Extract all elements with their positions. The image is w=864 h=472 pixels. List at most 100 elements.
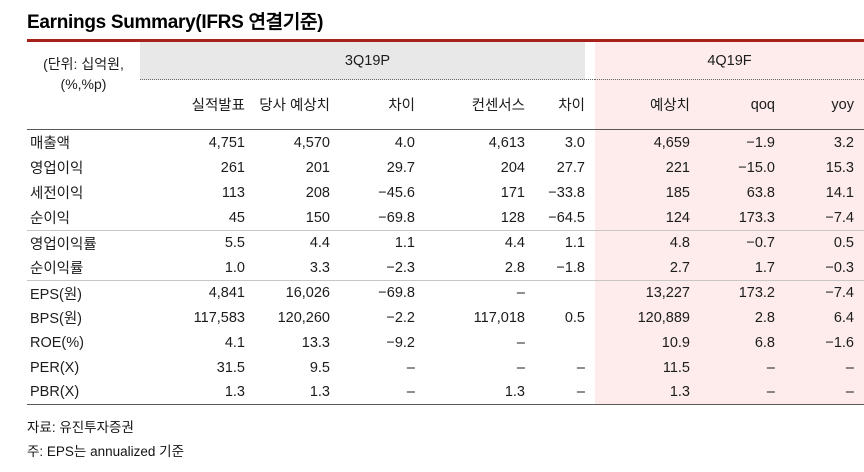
group-header-4q19f: 4Q19F <box>595 42 864 80</box>
col-header-diff1: 차이 <box>340 80 425 130</box>
table-cell: 45 <box>228 209 245 226</box>
table-cell: −1.9 <box>700 130 785 155</box>
group-header-row: (단위: 십억원, (%,%p) 3Q19P 4Q19F <box>27 42 864 130</box>
table-cell: 261 <box>220 159 245 176</box>
table-cell: −64.5 <box>548 209 585 226</box>
unit-label-line1: (단위: 십억원, <box>43 56 124 72</box>
row-label: PBR(X) <box>27 380 140 405</box>
table-cell: 63.8 <box>700 180 785 205</box>
table-cell: 113 <box>221 184 245 201</box>
table-row: 세전이익 113 208 −45.6 171 −33.8 185 63.8 14.1 <box>27 180 864 205</box>
table-cell: −15.0 <box>700 155 785 180</box>
table-cell: 2.7 <box>595 255 700 280</box>
table-cell: – <box>785 355 864 380</box>
table-cell: 171 <box>500 184 525 201</box>
col-header-qoq: qoq <box>700 80 785 130</box>
table-cell: −69.8 <box>340 280 425 305</box>
table-cell: 201 <box>305 159 330 176</box>
table-cell: – <box>425 280 535 305</box>
table-cell: 4.4 <box>255 230 340 255</box>
page-title: Earnings Summary(IFRS 연결기준) <box>27 12 324 33</box>
eps-note: 주: EPS는 annualized 기준 <box>27 444 185 459</box>
table-row: PER(X) 31.5 9.5– – –11.5– – <box>27 355 864 380</box>
table-cell: 9.5 <box>309 359 330 376</box>
table-cell: −9.2 <box>386 334 415 351</box>
table-cell: 2.8 <box>504 259 525 276</box>
table-cell: 29.7 <box>386 159 415 176</box>
unit-label-line2: (%,%p) <box>60 76 107 92</box>
row-label: 매출액 <box>30 136 71 152</box>
table-cell: −45.6 <box>378 184 415 201</box>
table-cell: 2.8 <box>700 305 785 330</box>
table-cell: −7.4 <box>785 280 864 305</box>
table-row: 영업이익 261 201 29.7 204 27.7 221 −15.0 15.3 <box>27 155 864 180</box>
earnings-table: (단위: 십억원, (%,%p) 3Q19P 4Q19F 실적발표 당사 예상치… <box>27 42 864 405</box>
table-cell: 124 <box>595 205 700 230</box>
table-cell: 0.5 <box>564 309 585 326</box>
table-cell: – <box>535 380 595 405</box>
table-cell: −0.7 <box>700 230 785 255</box>
table-row: EPS(원) 4,841 16,026 −69.8– 13,227 173.2 −7.4 <box>27 280 864 305</box>
row-label: EPS(원) <box>27 280 140 305</box>
row-label: PER(X) <box>30 359 80 376</box>
table-cell: 221 <box>595 155 700 180</box>
table-row: 순이익률 1.0 3.3 −2.3 2.8 −1.8 2.7 1.7 −0.3 <box>27 255 864 280</box>
row-label: 영업이익률 <box>27 230 140 255</box>
table-cell: 1.3 <box>255 380 340 405</box>
col-header-yoy: yoy <box>785 80 864 130</box>
table-cell: – <box>576 359 585 376</box>
table-cell: 0.5 <box>785 230 864 255</box>
table-cell: 150 <box>305 209 330 226</box>
table-cell: −1.8 <box>556 259 585 276</box>
table-cell: 1.0 <box>224 259 245 276</box>
table-cell: 4.4 <box>425 230 535 255</box>
table-row: 매출액 4,751 4,570 4.0 4,613 3.0 4,659 −1.9 3.2 <box>27 130 864 155</box>
col-header-our-estimate: 당사 예상치 <box>255 80 340 130</box>
table-cell: – <box>340 380 425 405</box>
table-cell: 3.2 <box>785 130 864 155</box>
table-cell: 1.3 <box>425 380 535 405</box>
table-cell: −1.6 <box>785 330 864 355</box>
row-label: 영업이익 <box>30 161 84 177</box>
table-cell: – <box>516 334 525 351</box>
table-cell: 1.7 <box>700 255 785 280</box>
table-cell: 10.9 <box>595 330 700 355</box>
table-cell: 117,583 <box>193 309 245 326</box>
table-cell: 14.1 <box>785 180 864 205</box>
table-row: ROE(%) 4.1 13.3 −9.2 – 10.9 6.8 −1.6 <box>27 330 864 355</box>
table-cell: 16,026 <box>255 280 340 305</box>
col-header-actual: 실적발표 <box>140 80 255 130</box>
table-cell: 4.1 <box>224 334 245 351</box>
table-cell: −2.3 <box>386 259 415 276</box>
table-cell: 4,570 <box>293 134 330 151</box>
table-cell: 15.3 <box>785 155 864 180</box>
table-cell: 4,613 <box>488 134 525 151</box>
table-row: 순이익 45 150 −69.8 128 −64.5 124 173.3 −7.4 <box>27 205 864 230</box>
table-cell: 1.1 <box>340 230 425 255</box>
row-label: BPS(원) <box>30 311 83 327</box>
table-cell: 6.8 <box>700 330 785 355</box>
earnings-table-wrapper: (단위: 십억원, (%,%p) 3Q19P 4Q19F 실적발표 당사 예상치… <box>27 39 864 405</box>
col-header-consensus: 컨센서스 <box>425 80 535 130</box>
table-cell: 11.5 <box>595 355 700 380</box>
table-cell: 4,751 <box>208 134 245 151</box>
table-cell: 120,260 <box>277 309 330 326</box>
table-cell: – <box>700 380 785 405</box>
table-cell: 13,227 <box>595 280 700 305</box>
table-cell: 4,841 <box>140 280 255 305</box>
table-cell: – <box>516 359 525 376</box>
table-cell: 3.3 <box>309 259 330 276</box>
table-cell: 173.2 <box>700 280 785 305</box>
table-cell: 1.1 <box>535 230 595 255</box>
group-header-3q19p: 3Q19P <box>140 42 595 80</box>
table-cell <box>535 330 595 355</box>
table-cell: −69.8 <box>378 209 415 226</box>
table-cell: 4,659 <box>595 130 700 155</box>
table-cell: – <box>785 380 864 405</box>
table-cell: 128 <box>500 209 525 226</box>
row-label: 세전이익 <box>30 186 84 202</box>
row-label: 순이익 <box>30 211 71 227</box>
table-row: PBR(X) 1.3 1.3–1.3–1.3– – <box>27 380 864 405</box>
col-header-diff2: 차이 <box>535 80 595 130</box>
